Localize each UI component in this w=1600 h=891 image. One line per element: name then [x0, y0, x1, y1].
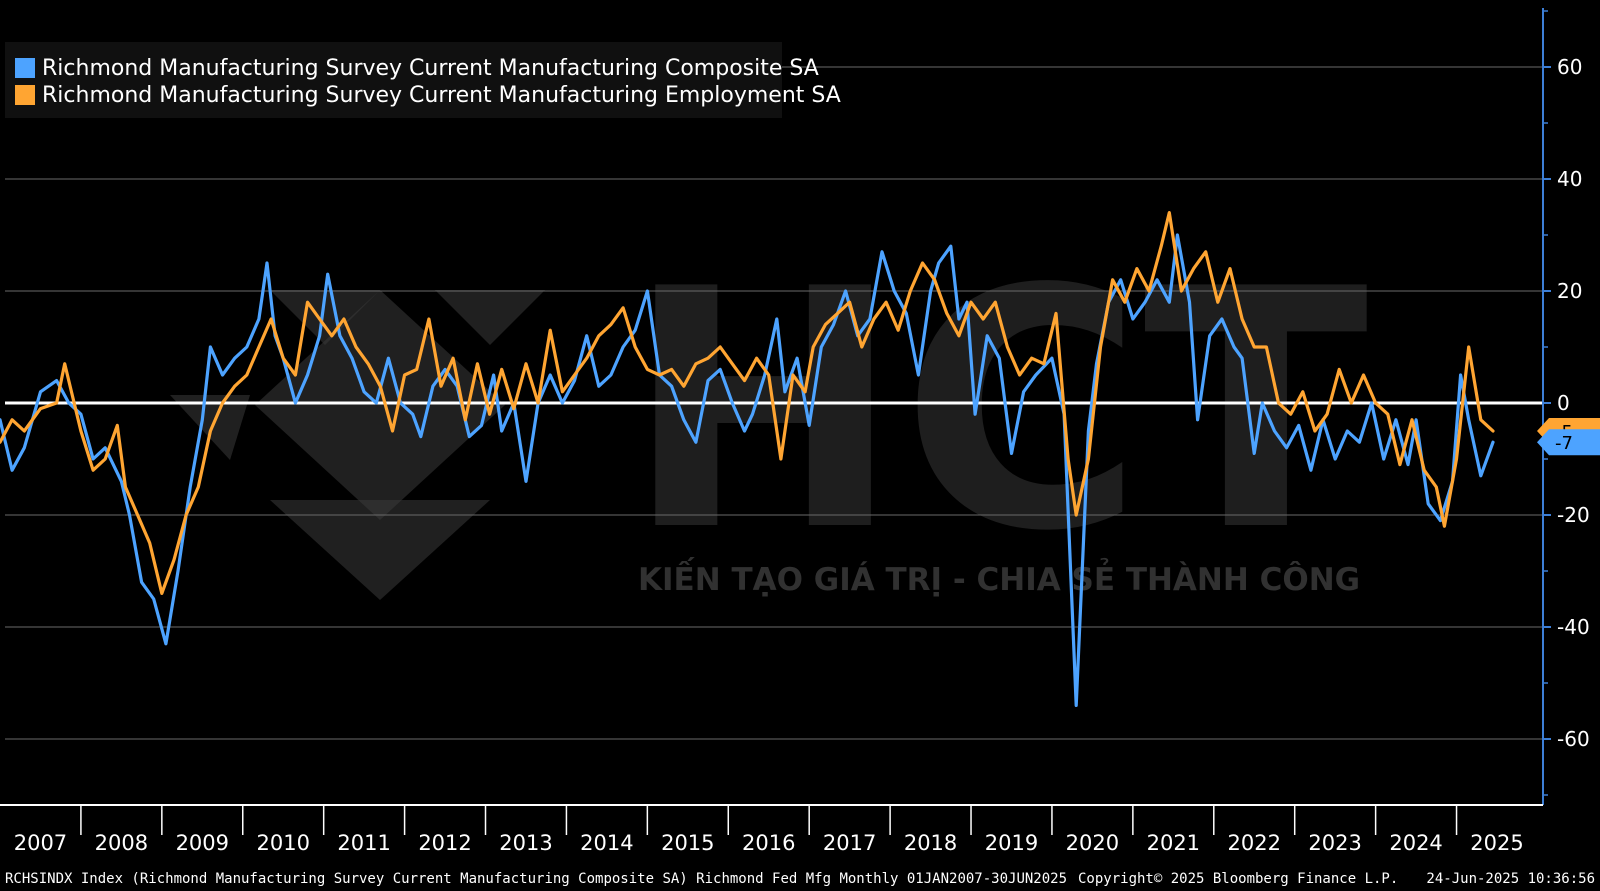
- footer-copyright: Copyright© 2025 Bloomberg Finance L.P.: [1078, 871, 1398, 887]
- x-tick-label: 2011: [337, 831, 390, 855]
- x-tick-label: 2008: [95, 831, 148, 855]
- footer-source: RCHSINDX Index (Richmond Manufacturing S…: [5, 871, 1067, 887]
- y-tick-label: -40: [1557, 615, 1590, 639]
- x-tick-label: 2010: [256, 831, 309, 855]
- x-tick-label: 2009: [176, 831, 229, 855]
- series-lines: [0, 211, 1495, 707]
- watermark-tagline: KIẾN TẠO GIÁ TRỊ - CHIA SẺ THÀNH CÔNG: [638, 558, 1360, 598]
- x-tick-label: 2007: [14, 831, 67, 855]
- legend-box: [5, 42, 782, 118]
- legend-swatch-employment: [15, 85, 35, 105]
- legend-swatch-composite: [15, 58, 35, 78]
- footer-timestamp: 24-Jun-2025 10:36:56: [1426, 871, 1595, 887]
- x-tick-label: 2020: [1066, 831, 1119, 855]
- series-line-employment: [0, 211, 1495, 595]
- legend-label-composite: Richmond Manufacturing Survey Current Ma…: [42, 56, 819, 81]
- x-tick-label: 2012: [418, 831, 471, 855]
- x-tick-label: 2013: [499, 831, 552, 855]
- footer: RCHSINDX Index (Richmond Manufacturing S…: [5, 871, 1595, 887]
- x-tick-label: 2021: [1147, 831, 1200, 855]
- x-tick-label: 2019: [985, 831, 1038, 855]
- series-line-composite: [0, 233, 1495, 707]
- last-value-label: -7: [1555, 433, 1573, 454]
- watermark-text: HCT: [625, 219, 1370, 603]
- y-tick-label: 40: [1557, 167, 1582, 191]
- x-tick-label: 2017: [823, 831, 876, 855]
- x-tick-label: 2018: [904, 831, 957, 855]
- last-value-flag-shape: [1537, 429, 1600, 456]
- x-tick-label: 2022: [1228, 831, 1281, 855]
- x-tick-label: 2016: [742, 831, 795, 855]
- x-tick-label: 2025: [1470, 831, 1523, 855]
- y-tick-label: -60: [1557, 727, 1590, 751]
- legend: Richmond Manufacturing Survey Current Ma…: [5, 42, 841, 118]
- x-axis: 2007 2008 2009 2010 2011 2012 2013 2014 2015 2016…: [0, 804, 1543, 855]
- legend-label-employment: Richmond Manufacturing Survey Current Ma…: [42, 83, 841, 108]
- y-tick-label: 60: [1557, 55, 1582, 79]
- x-tick-label: 2024: [1389, 831, 1442, 855]
- watermark: HCT KIẾN TẠO GIÁ TRỊ - CHIA SẺ THÀNH CÔN…: [170, 219, 1370, 603]
- x-tick-label: 2023: [1308, 831, 1361, 855]
- x-tick-label: 2015: [661, 831, 714, 855]
- y-tick-label: 20: [1557, 279, 1582, 303]
- y-tick-label: 0: [1557, 391, 1570, 415]
- y-tick-label: -20: [1557, 503, 1590, 527]
- last-value-flag-composite: -7: [1537, 429, 1600, 456]
- x-tick-label: 2014: [580, 831, 633, 855]
